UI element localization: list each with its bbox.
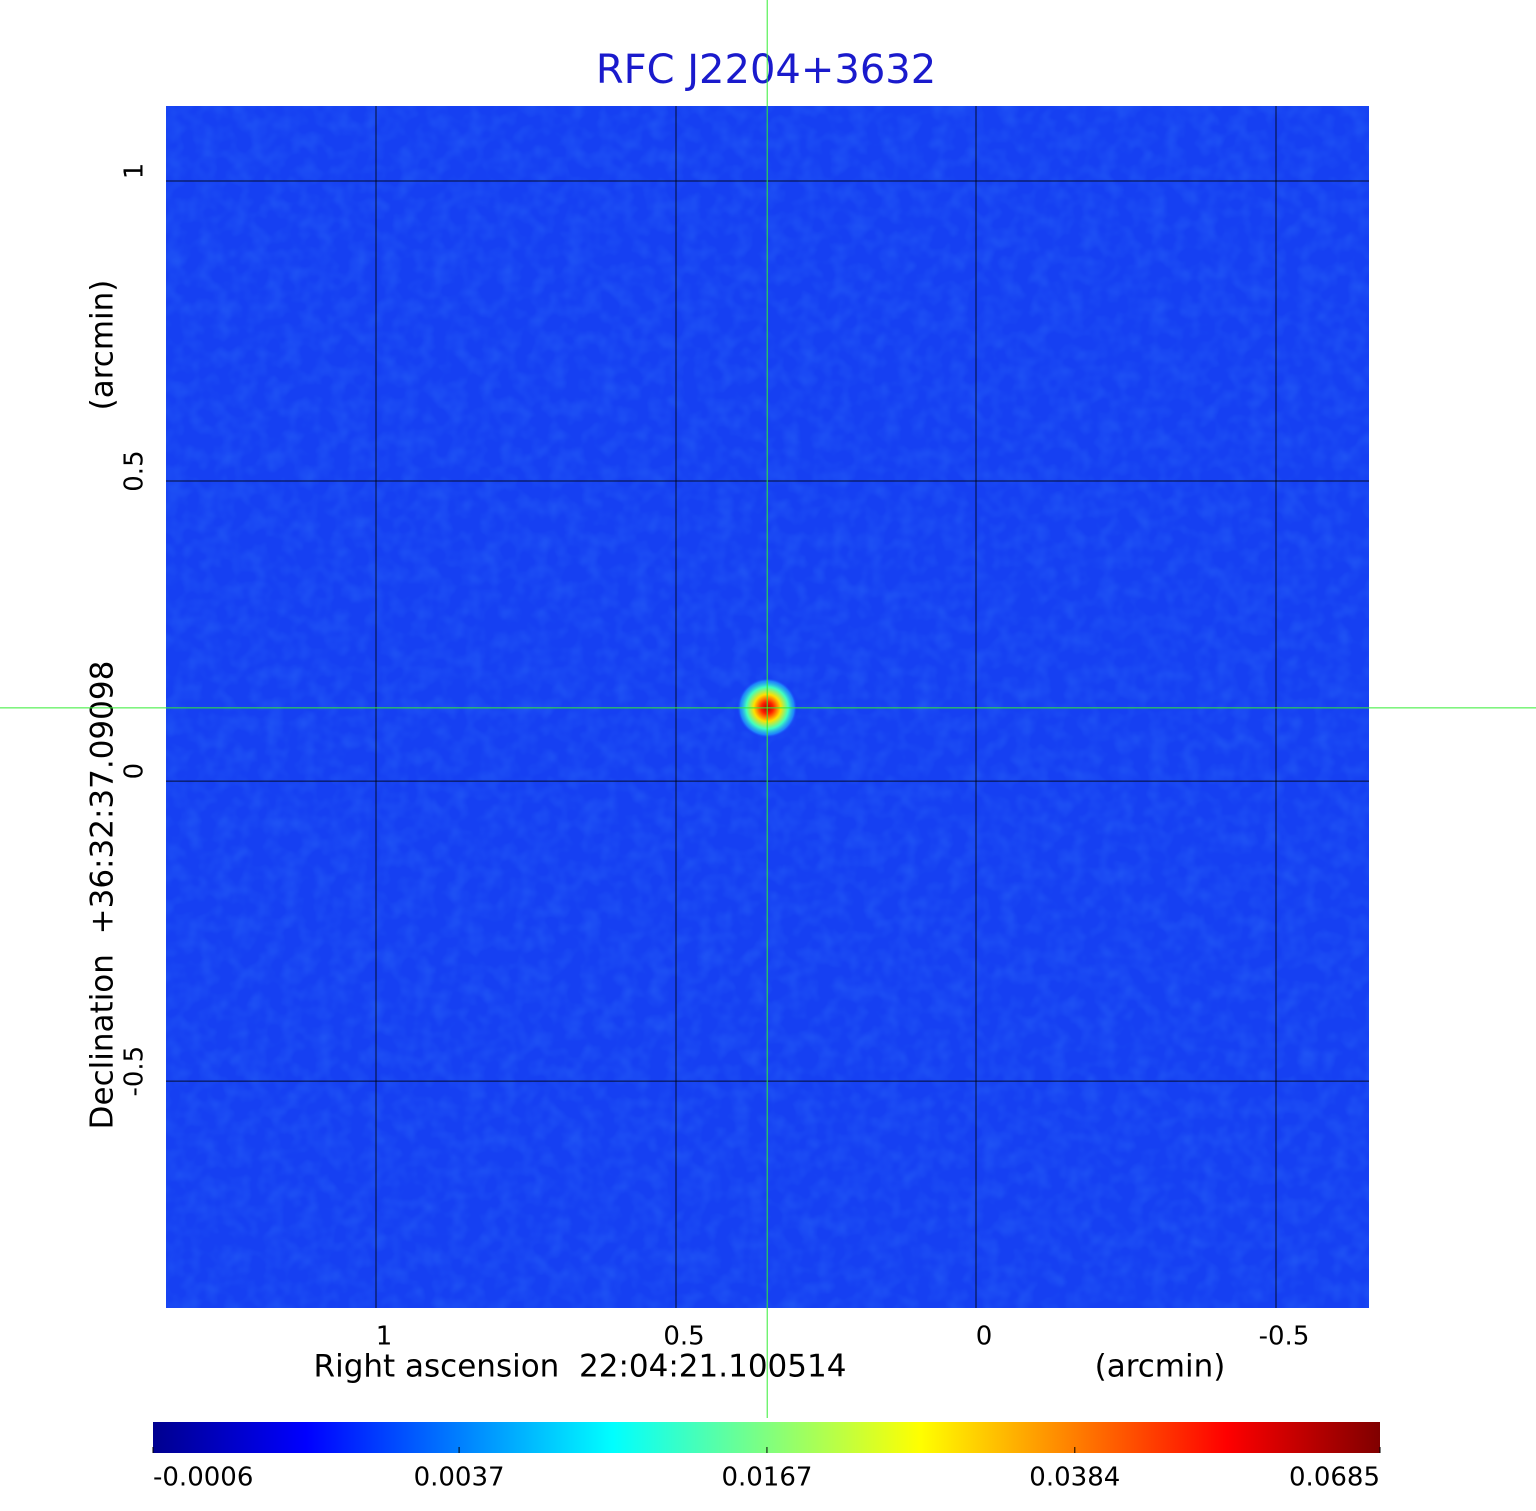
y-axis-unit: (arcmin) [85, 280, 121, 411]
chart-title: RFC J2204+3632 [596, 47, 936, 93]
y-tick-label: -0.5 [120, 1046, 150, 1097]
colorbar-tick-label: 0.0167 [721, 1463, 812, 1493]
colorbar-tick-label: 0.0037 [414, 1463, 505, 1493]
y-tick-label: 1 [120, 163, 150, 180]
colorbar-tick-label: -0.0006 [153, 1463, 253, 1493]
x-tick-label: -0.5 [1259, 1322, 1310, 1352]
x-tick-label: 0 [976, 1322, 993, 1352]
y-axis-label: Declination +36:32:37.09098 [85, 661, 121, 1130]
colorbar-tick-label: 0.0685 [1289, 1463, 1380, 1493]
x-axis-unit: (arcmin) [1095, 1349, 1226, 1385]
y-tick-label: 0 [120, 763, 150, 780]
x-tick-label: 0.5 [663, 1322, 704, 1352]
x-tick-label: 1 [376, 1322, 393, 1352]
x-axis-label: Right ascension 22:04:21.100514 [314, 1349, 847, 1385]
colorbar-tick-label: 0.0384 [1029, 1463, 1120, 1493]
y-tick-label: 0.5 [120, 450, 150, 491]
